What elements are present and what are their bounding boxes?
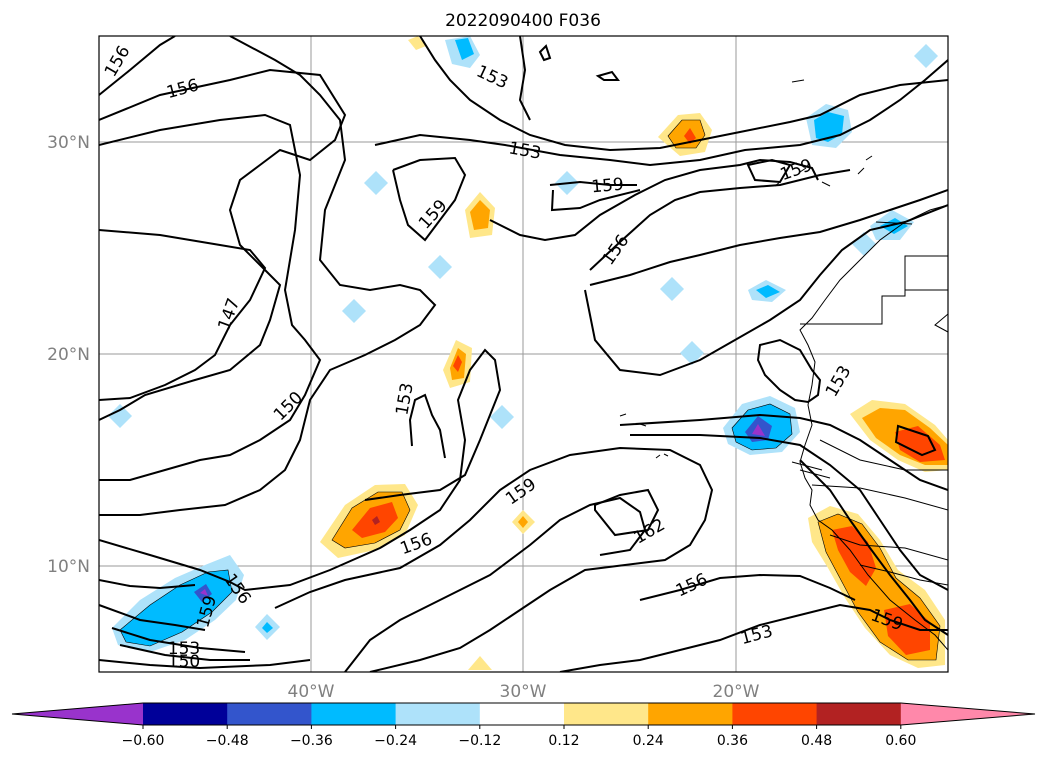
- lat-label-30n: 30°N: [47, 133, 90, 153]
- colorbar-segment: [732, 703, 818, 725]
- lat-label-20n: 20°N: [47, 345, 90, 365]
- contour-label: 153: [168, 639, 200, 659]
- negative-anomaly-shading: [108, 36, 938, 652]
- colorbar-tick-label: −0.48: [206, 733, 249, 749]
- colorbar-segment: [143, 703, 228, 725]
- coastlines: [619, 79, 948, 651]
- colorbar-tick-label: −0.60: [122, 733, 165, 749]
- longitude-labels: 40°W 30°W 20°W: [288, 682, 760, 702]
- colorbar-segment: [564, 703, 649, 725]
- colorbar-extend-max: [900, 703, 1035, 725]
- anomaly-outlines: [119, 119, 941, 661]
- map-frame: [98, 35, 949, 673]
- colorbar-segment: [648, 703, 733, 725]
- colorbar-segment: [311, 703, 397, 725]
- contour-label: 150: [168, 652, 200, 672]
- colorbar-segment: [227, 703, 312, 725]
- colorbar-segment: [395, 703, 481, 725]
- contour-label: 159: [591, 175, 625, 198]
- colorbar-tick-label: −0.36: [290, 733, 333, 749]
- map-panel: 156 156 153 153 159 159 159 156 147 150 …: [98, 35, 949, 673]
- map-title: 2022090400 F036: [445, 11, 601, 31]
- colorbar-tick-label: 0.12: [548, 733, 579, 749]
- height-contours: [99, 36, 948, 672]
- lat-label-10n: 10°N: [47, 557, 90, 577]
- colorbar-tick-label: −0.24: [374, 733, 417, 749]
- colorbar-tick-label: 0.48: [801, 733, 832, 749]
- gridlines: [99, 36, 948, 672]
- colorbar-segment: [479, 703, 565, 725]
- colorbar-tick-label: 0.36: [717, 733, 748, 749]
- colorbar-segment: [816, 703, 902, 725]
- colorbar-tick-label: 0.24: [633, 733, 664, 749]
- colorbar-extend-min: [12, 703, 143, 725]
- lon-label-20w: 20°W: [713, 682, 760, 702]
- colorbar-tick-label: 0.60: [885, 733, 916, 749]
- lon-label-30w: 30°W: [500, 682, 547, 702]
- colorbar: −0.60 −0.48 −0.36 −0.24 −0.12 0.12 0.24 0.36 0.4…: [11, 702, 1036, 749]
- latitude-labels: 30°N 20°N 10°N: [47, 133, 90, 577]
- lon-label-40w: 40°W: [288, 682, 335, 702]
- colorbar-tick-label: −0.12: [458, 733, 501, 749]
